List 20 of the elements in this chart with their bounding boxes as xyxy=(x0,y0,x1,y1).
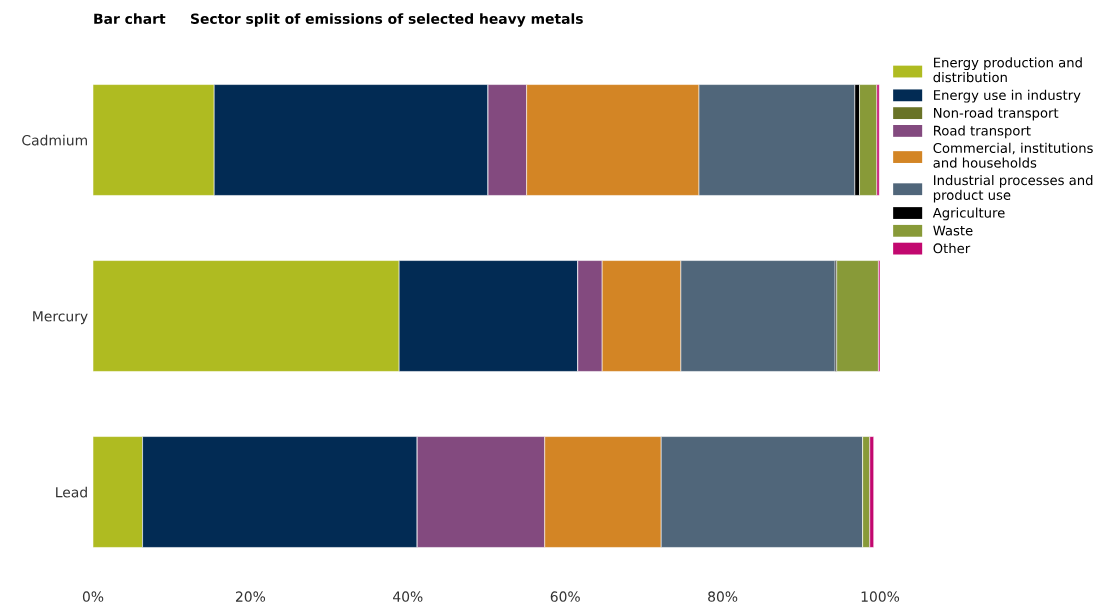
legend-label: Road transport xyxy=(934,125,1031,139)
chart-subtitle: Sector split of emissions of selected heavy metals xyxy=(191,13,583,27)
legend-label: Commercial, institutions and households xyxy=(933,142,1093,168)
legend-label: Non-road transport xyxy=(934,107,1059,121)
x-tick-label: 20% xyxy=(235,591,266,602)
legend-label: Energy use in industry xyxy=(934,89,1081,103)
legend-label: Energy production and distribution xyxy=(933,57,1082,83)
x-tick-label: 60% xyxy=(550,591,580,602)
y-tick-label: Cadmium xyxy=(22,134,87,146)
y-tick-label: Mercury xyxy=(33,311,88,325)
x-tick-label: 0% xyxy=(82,591,104,602)
legend-label: Industrial processes and product use xyxy=(933,174,1093,203)
legend-label: Agriculture xyxy=(932,207,1005,221)
y-tick-label: Lead xyxy=(56,486,87,498)
x-tick-label: 40% xyxy=(393,591,423,602)
legend-label: Waste xyxy=(933,225,973,236)
legend-label: Other xyxy=(933,243,971,254)
x-tick-label: 100% xyxy=(861,591,900,602)
x-tick-label: 80% xyxy=(708,591,738,602)
chart-title: Bar chart xyxy=(94,13,166,25)
